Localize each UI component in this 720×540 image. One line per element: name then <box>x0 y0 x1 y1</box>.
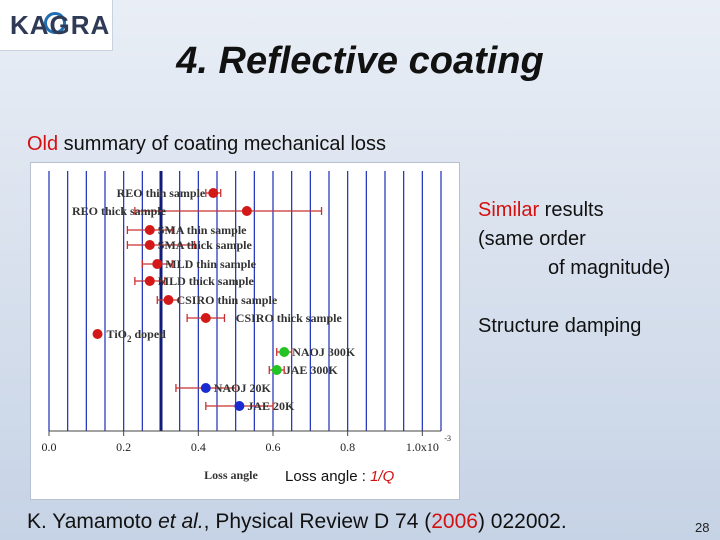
slide-subtitle: Old summary of coating mechanical loss <box>27 133 386 156</box>
logo-text: KAGRA <box>10 10 111 40</box>
series-label: CSIRO thin sample <box>176 293 277 307</box>
note-similar-red: Similar <box>478 199 540 221</box>
series-label: JAE 20K <box>247 399 295 413</box>
note-similar: Similar results <box>478 196 604 224</box>
series-label: MLD thin sample <box>165 257 256 271</box>
series-label: MLD thick sample <box>158 274 255 288</box>
subtitle-old: Old <box>27 133 59 155</box>
citation-journal: , Physical Review D 74 ( <box>203 510 432 533</box>
citation-rest: ) 022002. <box>477 510 567 533</box>
x-exponent: -3 <box>444 434 451 443</box>
note-similar-rest: results <box>539 199 604 221</box>
citation: K. Yamamoto et al., Physical Review D 74… <box>27 510 567 534</box>
citation-year: 2006 <box>431 510 478 533</box>
citation-authors: K. Yamamoto <box>27 510 159 533</box>
kagra-logo: KAGRA <box>0 0 113 51</box>
x-tick-label: 0.6 <box>266 440 281 454</box>
data-point <box>234 401 245 411</box>
x-tick-label: 0.2 <box>116 440 131 454</box>
x-tick-label: 0.8 <box>340 440 355 454</box>
data-point <box>144 225 155 235</box>
series-label: REO thick sample <box>72 204 167 218</box>
subtitle-rest: summary of coating mechanical loss <box>58 133 387 155</box>
data-point <box>200 383 211 393</box>
x-axis-title: Loss angle <box>204 468 258 482</box>
x-tick-label: 1.0x10 <box>406 440 439 454</box>
note-structure-damping: Structure damping <box>478 315 642 337</box>
data-point <box>152 259 163 269</box>
data-point <box>279 347 290 357</box>
x-tick-label: 0.0 <box>42 440 57 454</box>
series-label: SMA thick sample <box>158 238 253 252</box>
data-point <box>271 365 282 375</box>
series-label: JAE 300K <box>285 363 339 377</box>
data-point <box>200 313 211 323</box>
series-label: TiO2 doped <box>107 327 167 344</box>
data-point <box>144 276 155 286</box>
loss-angle-caption: Loss angle : 1/Q <box>285 468 395 485</box>
series-label: NAOJ 300K <box>292 345 356 359</box>
page-number: 28 <box>695 520 710 535</box>
data-point <box>92 329 103 339</box>
slide-title: 4. Reflective coating <box>176 40 544 82</box>
x-tick-label: 0.4 <box>191 440 206 454</box>
series-label: CSIRO thick sample <box>236 311 343 325</box>
data-point <box>208 188 219 198</box>
data-point <box>163 295 174 305</box>
data-point <box>241 206 252 216</box>
logo-ring-icon <box>44 12 66 34</box>
data-point <box>144 240 155 250</box>
series-label: SMA thin sample <box>158 223 247 237</box>
series-label: NAOJ 20K <box>214 381 272 395</box>
chart-svg: 0.0 0.2 0.4 0.6 0.8 1.0x10 -3 REO thin sample RE… <box>42 171 451 485</box>
series-label: REO thin sample <box>117 186 206 200</box>
note-same-order: (same order <box>478 228 586 250</box>
citation-etal: et al. <box>158 510 204 533</box>
note-magnitude: of magnitude) <box>548 257 671 279</box>
loss-angle-chart: 0.0 0.2 0.4 0.6 0.8 1.0x10 -3 REO thin sample RE… <box>30 162 460 500</box>
